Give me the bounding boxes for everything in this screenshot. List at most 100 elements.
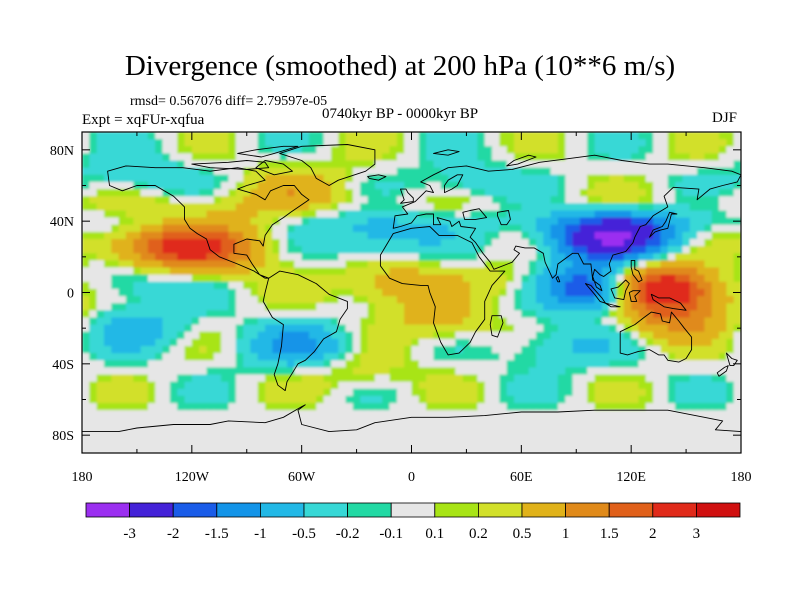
field-cell [645, 203, 654, 211]
field-cell [162, 231, 171, 240]
field-cell [448, 424, 456, 433]
field-cell [638, 288, 647, 297]
field-cell [411, 410, 420, 418]
field-cell [667, 260, 676, 269]
field-cell [492, 374, 500, 383]
field-cell [579, 246, 588, 254]
field-cell [616, 353, 625, 361]
field-cell [492, 132, 500, 140]
field-cell [433, 203, 442, 211]
field-cell [682, 174, 691, 183]
field-cell [338, 288, 347, 297]
field-cell [338, 196, 347, 204]
field-cell [396, 331, 405, 340]
field-cell [235, 331, 244, 340]
field-cell [155, 303, 164, 311]
field-cell [265, 303, 273, 311]
field-cell [374, 174, 383, 183]
field-cell [609, 417, 618, 425]
field-cell [213, 346, 222, 354]
field-cell [279, 338, 288, 347]
field-cell [360, 395, 369, 404]
field-cell [536, 132, 544, 140]
field-cell [118, 139, 127, 147]
field-cell [667, 338, 676, 347]
field-cell [396, 153, 405, 162]
field-cell [140, 210, 149, 219]
field-cell [199, 346, 208, 354]
field-cell [250, 210, 259, 219]
field-cell [550, 210, 559, 219]
field-cell [704, 231, 713, 240]
field-cell [177, 260, 186, 269]
field-cell [331, 189, 339, 197]
field-cell [440, 274, 449, 283]
field-cell [645, 217, 654, 226]
field-cell [206, 417, 215, 425]
field-cell [257, 274, 266, 283]
field-cell [382, 338, 391, 347]
field-cell [272, 288, 281, 297]
field-cell [316, 431, 325, 440]
field-cell [433, 410, 442, 418]
field-cell [638, 424, 647, 433]
field-cell [426, 231, 434, 240]
field-cell [411, 139, 420, 147]
field-cell [433, 217, 442, 226]
field-cell [601, 160, 610, 169]
field-cell [133, 210, 142, 219]
field-cell [213, 132, 222, 140]
field-cell [653, 403, 661, 411]
field-cell [616, 153, 625, 162]
field-cell [96, 239, 105, 247]
field-cell [726, 139, 735, 147]
field-cell [675, 395, 683, 404]
field-cell [667, 296, 676, 304]
field-cell [111, 367, 120, 376]
field-cell [536, 360, 544, 368]
field-cell [316, 196, 325, 204]
field-cell [323, 281, 332, 290]
field-cell [719, 310, 727, 318]
field-cell [514, 246, 522, 254]
field-cell [396, 239, 405, 247]
field-cell [426, 417, 434, 425]
field-cell [221, 132, 229, 140]
field-cell [191, 203, 200, 211]
field-cell [125, 410, 134, 418]
field-cell [645, 317, 654, 326]
field-cell [572, 196, 581, 204]
field-cell [492, 388, 500, 397]
field-cell [682, 317, 691, 326]
field-cell [367, 246, 376, 254]
field-cell [389, 174, 398, 183]
field-cell [411, 360, 420, 368]
field-cell [133, 196, 142, 204]
field-cell [616, 160, 625, 169]
field-cell [155, 253, 164, 261]
field-cell [352, 374, 361, 383]
field-cell [184, 310, 193, 318]
field-cell [506, 324, 515, 333]
field-cell [184, 424, 193, 433]
field-cell [404, 360, 413, 368]
field-cell [514, 403, 522, 411]
field-cell [697, 367, 705, 376]
field-cell [206, 353, 215, 361]
field-cell [140, 189, 149, 197]
field-cell [272, 274, 281, 283]
field-cell [667, 167, 676, 176]
field-cell [301, 317, 310, 326]
field-cell [155, 417, 164, 425]
field-cell [82, 174, 90, 183]
field-cell [162, 189, 171, 197]
field-cell [396, 267, 405, 276]
field-cell [213, 281, 222, 290]
field-cell [601, 281, 610, 290]
field-cell [484, 424, 493, 433]
field-cell [557, 338, 566, 347]
field-cell [528, 296, 537, 304]
field-cell [338, 331, 347, 340]
field-cell [653, 296, 661, 304]
field-cell [697, 381, 705, 390]
